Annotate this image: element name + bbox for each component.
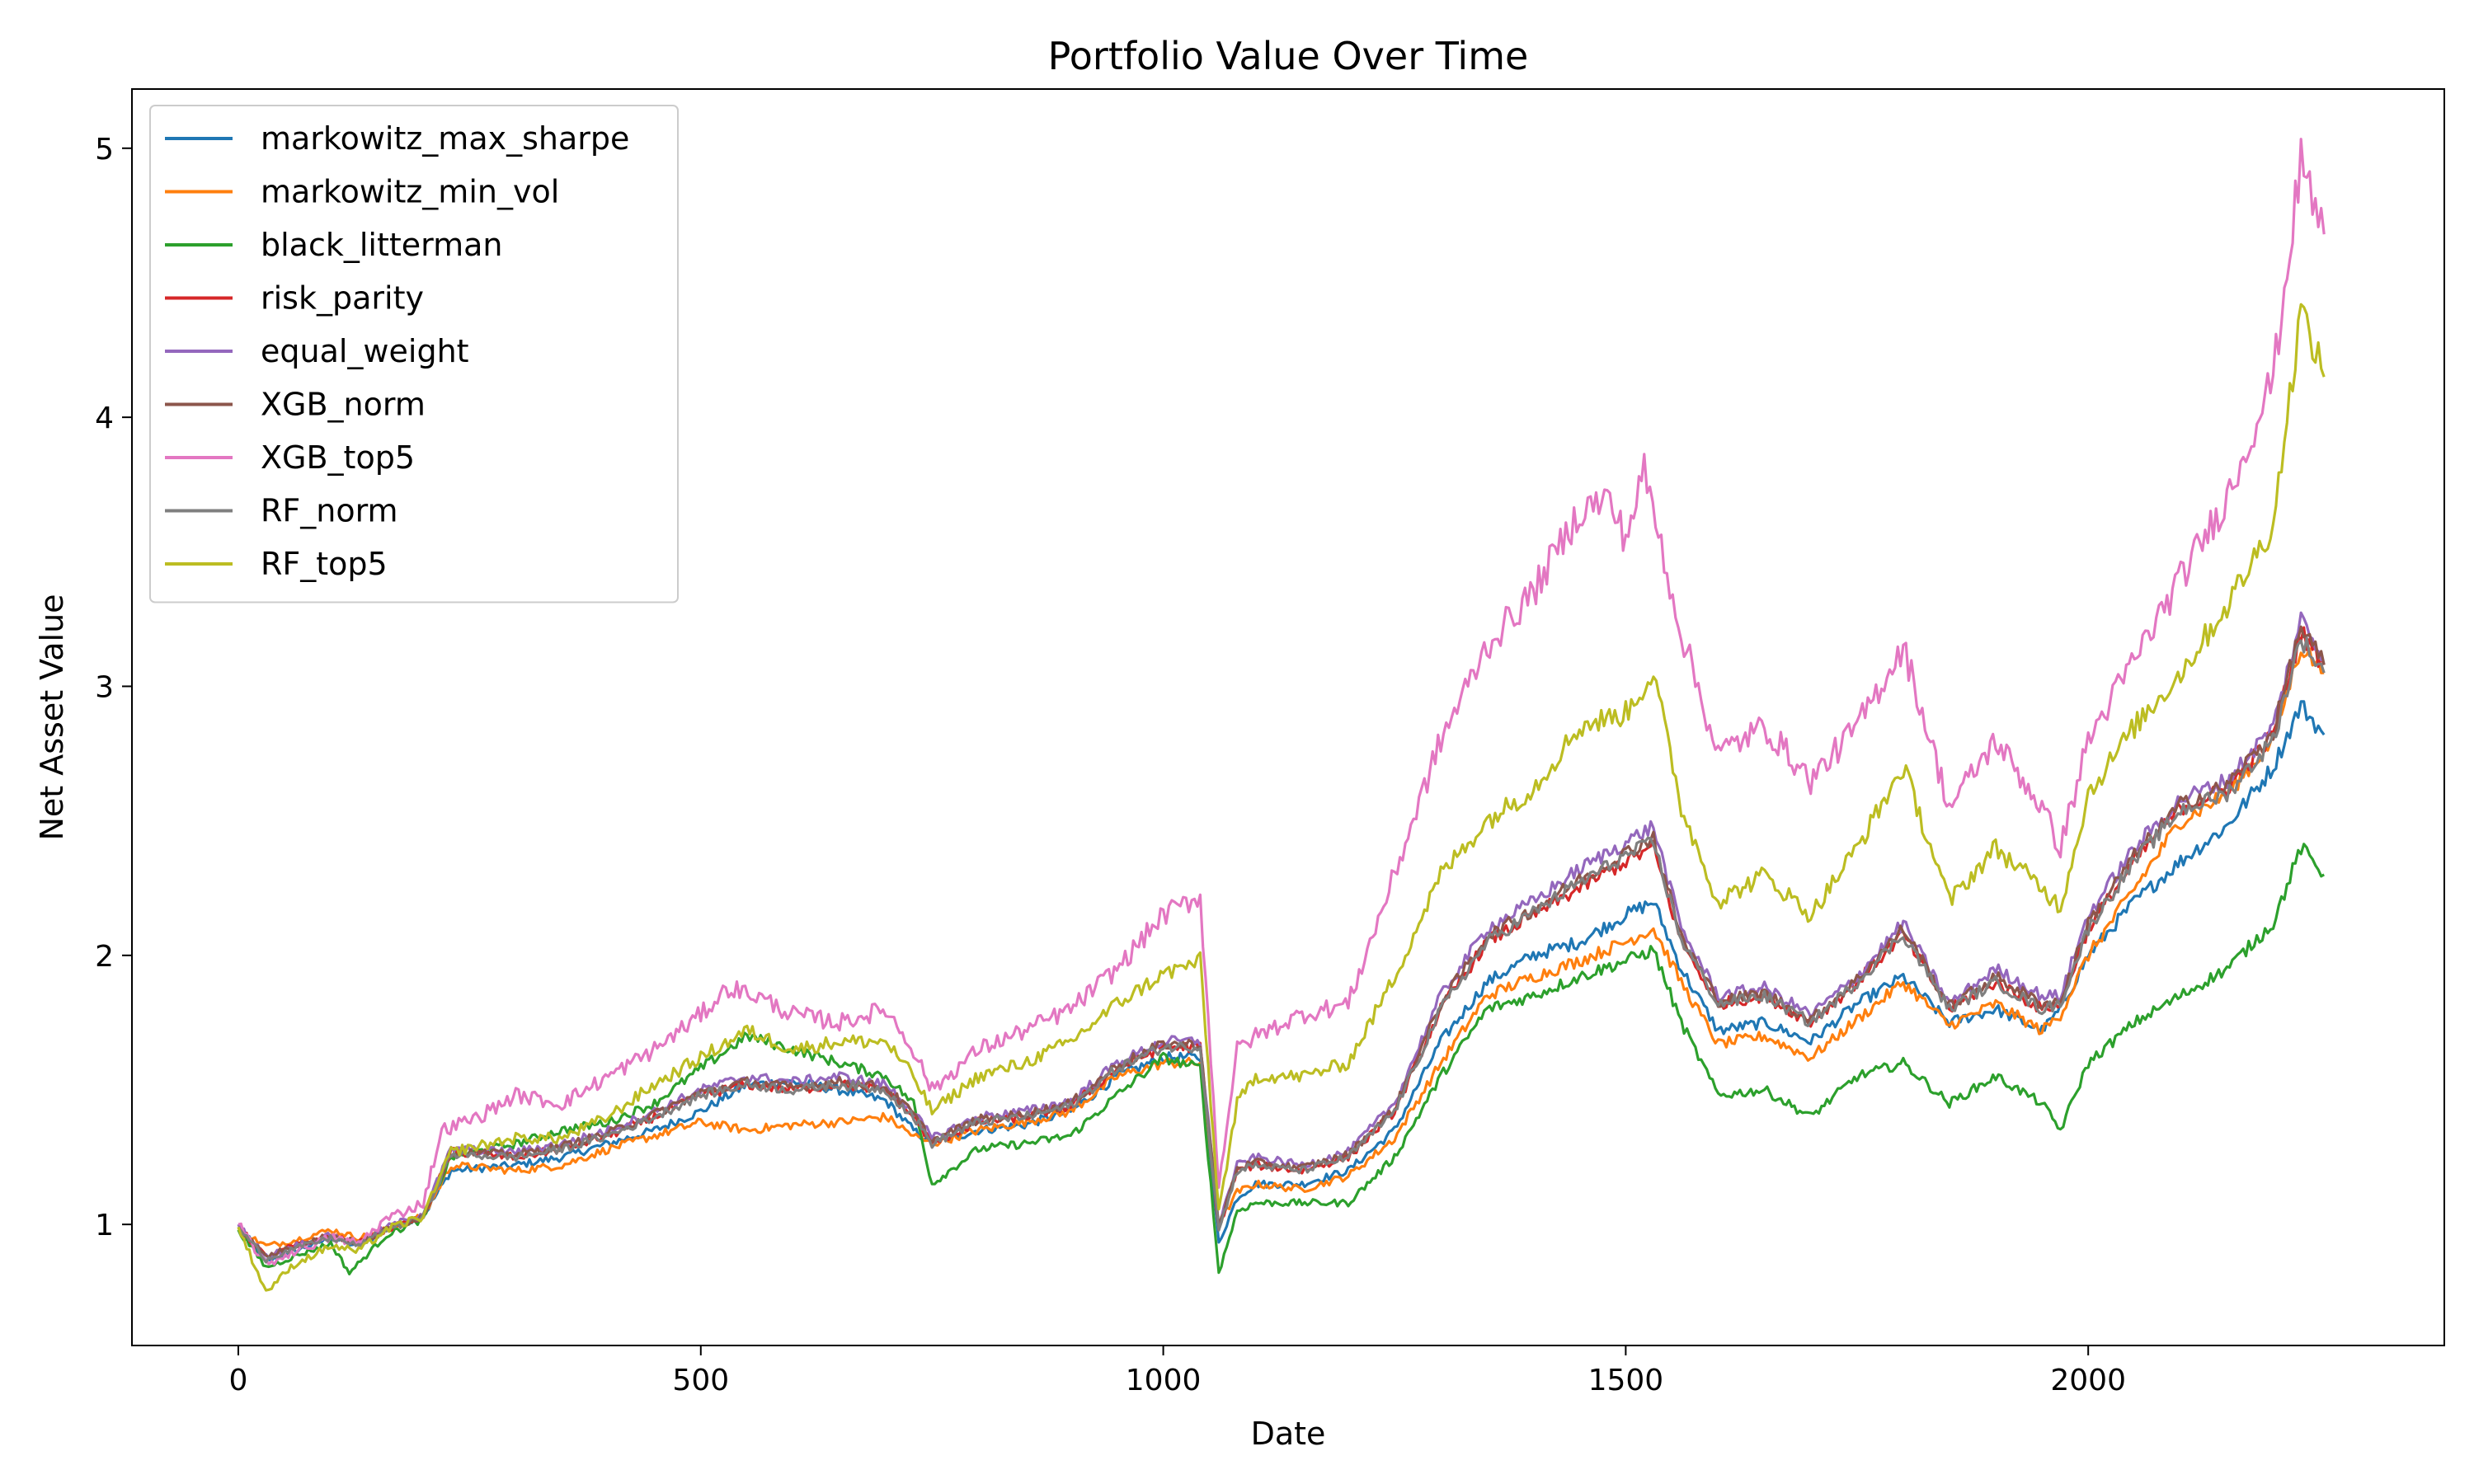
legend-box: [149, 105, 679, 603]
y-tick-label: 4: [95, 402, 114, 435]
y-tick-label: 1: [95, 1209, 114, 1242]
series-line-RF_top5: [237, 303, 2326, 1292]
y-tick-label: 2: [95, 940, 114, 974]
plot-frame: [131, 88, 2445, 1346]
legend-label-XGB_norm: XGB_norm: [261, 387, 426, 423]
x-tick-label: 500: [672, 1364, 729, 1397]
series-line-RF_norm: [237, 636, 2326, 1264]
legend-label-equal_weight: equal_weight: [261, 333, 469, 369]
y-tick-label: 5: [95, 133, 114, 167]
series-line-markowitz_min_vol: [238, 647, 2325, 1247]
legend-label-black_litterman: black_litterman: [261, 227, 503, 263]
series-line-black_litterman: [237, 843, 2325, 1275]
y-axis-label: Net Asset Value: [34, 594, 70, 840]
series-line-equal_weight: [237, 611, 2325, 1260]
series-layer: [237, 138, 2326, 1292]
x-tick-label: 1000: [1126, 1364, 1202, 1397]
legend-label-markowitz_min_vol: markowitz_min_vol: [261, 174, 559, 210]
x-tick-label: 1500: [1588, 1364, 1664, 1397]
y-axis-ticks: 1 2 3 4 5: [95, 133, 132, 1242]
x-axis-label: Date: [1251, 1416, 1326, 1452]
legend-label-risk_parity: risk_parity: [261, 280, 424, 317]
x-tick-label: 2000: [2050, 1364, 2126, 1397]
x-axis-ticks: 0 500 1000 1500 2000: [229, 1345, 2126, 1397]
legend-label-RF_top5: RF_top5: [261, 546, 388, 582]
legend-label-markowitz_max_sharpe: markowitz_max_sharpe: [261, 120, 629, 157]
legend: markowitz_max_sharpe markowitz_min_volbla…: [149, 105, 679, 603]
legend-label-XGB_top5: XGB_top5: [261, 439, 415, 476]
legend-label-RF_norm: RF_norm: [261, 493, 398, 529]
series-line-XGB_top5: [238, 138, 2326, 1266]
x-tick-label: 0: [229, 1364, 248, 1397]
chart-title: Portfolio Value Over Time: [1048, 34, 1529, 78]
y-tick-label: 3: [95, 670, 114, 704]
